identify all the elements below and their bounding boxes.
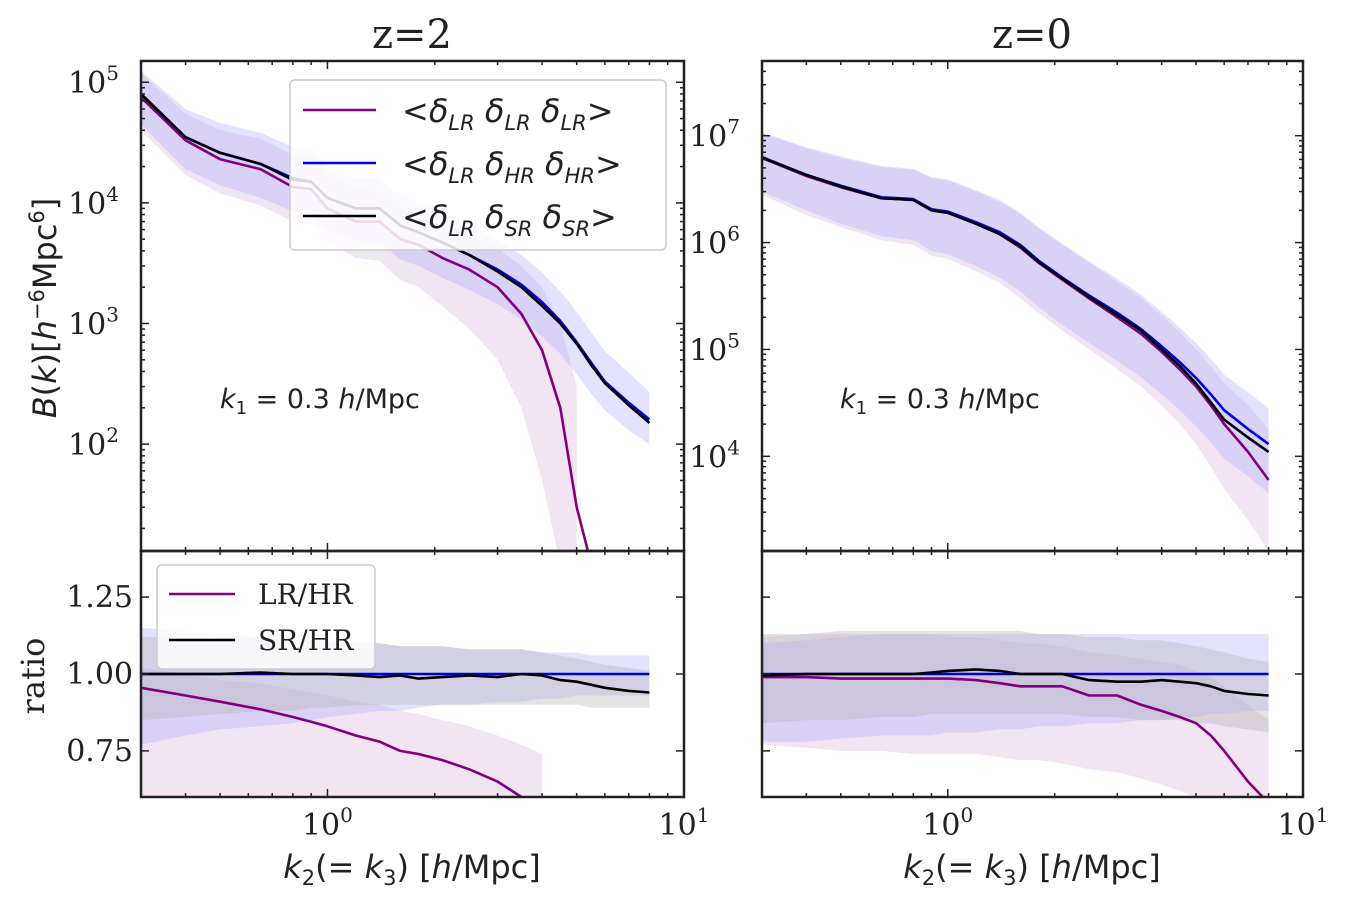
annotation-k1-left: k1 = 0.3 h/Mpc bbox=[220, 384, 420, 419]
y-tick-label: 106 bbox=[689, 222, 740, 262]
x-tick-exponent: 0 bbox=[960, 803, 973, 827]
x-tick-label: 101 bbox=[659, 803, 710, 843]
y-tick-exponent: 7 bbox=[727, 115, 740, 139]
y-tick-exponent: 5 bbox=[727, 328, 740, 352]
legend-label-lr-hr: LR/HR bbox=[258, 578, 354, 611]
band-tl-1 bbox=[141, 70, 650, 445]
ylabel-bottom: ratio bbox=[14, 638, 52, 715]
legend-bottom: LR/HR SR/HR bbox=[156, 564, 376, 670]
y-tick-exponent: 5 bbox=[106, 61, 119, 85]
legend-label-sr-hr: SR/HR bbox=[258, 624, 354, 657]
legend-bottom-box bbox=[156, 564, 376, 670]
y-tick-label: 107 bbox=[689, 115, 740, 155]
y-tick-exponent: 4 bbox=[727, 435, 740, 459]
band-tr-0 bbox=[762, 133, 1269, 551]
y-tick-exponent: 3 bbox=[106, 302, 119, 326]
series-line-tr-2 bbox=[762, 156, 1270, 453]
y-tick-label: 102 bbox=[68, 423, 119, 463]
legend-top-box bbox=[289, 79, 667, 251]
y-tick-label: 1.25 bbox=[66, 580, 133, 615]
y-tick-exponent: 4 bbox=[106, 182, 119, 206]
y-tick-label: 105 bbox=[68, 61, 119, 101]
title-right: z=0 bbox=[992, 12, 1072, 58]
band-br-2 bbox=[762, 631, 1269, 733]
band-br-1 bbox=[762, 634, 1269, 742]
y-tick-exponent: 2 bbox=[106, 423, 119, 447]
xlabel-left: k2(= k3) [h/Mpc] bbox=[283, 848, 540, 890]
y-tick-label: 104 bbox=[689, 435, 740, 475]
y-tick-label: 104 bbox=[68, 182, 119, 222]
ylabel-top: B(k)[h−6Mpc6] bbox=[25, 198, 64, 419]
plot-area bbox=[762, 132, 1270, 551]
series-line-br-0 bbox=[762, 675, 1265, 797]
x-tick-exponent: 1 bbox=[697, 803, 710, 827]
series-line-bl-2 bbox=[141, 671, 650, 694]
x-tick-label: 100 bbox=[302, 803, 353, 843]
panel-top-right: 104 105 106 107 bbox=[689, 59, 1305, 553]
y-tick-label: 105 bbox=[689, 328, 740, 368]
band-tr-1 bbox=[762, 132, 1269, 494]
x-tick-label: 100 bbox=[922, 803, 973, 843]
title-left: z=2 bbox=[372, 12, 452, 58]
y-tick-label: 103 bbox=[68, 302, 119, 342]
x-tick-exponent: 0 bbox=[340, 803, 353, 827]
band-bl-0 bbox=[141, 667, 543, 797]
x-tick-exponent: 1 bbox=[1316, 803, 1329, 827]
plot-area bbox=[762, 631, 1269, 797]
x-tick-label: 101 bbox=[1278, 803, 1329, 843]
xlabel-right: k2(= k3) [h/Mpc] bbox=[903, 848, 1160, 890]
legend-top: <δLR δLR δLR> <δLR δHR δHR> <δLR δSR δSR… bbox=[289, 79, 667, 251]
y-tick-label: 0.75 bbox=[66, 734, 133, 769]
annotation-k1-right: k1 = 0.3 h/Mpc bbox=[840, 384, 1040, 419]
y-tick-label: 1.00 bbox=[66, 657, 133, 692]
y-tick-exponent: 6 bbox=[727, 222, 740, 246]
series-line-br-2 bbox=[762, 668, 1269, 697]
series-line-bl-0 bbox=[141, 686, 524, 797]
panel-bottom-right: 100 101 bbox=[760, 549, 1329, 843]
band-tl-0 bbox=[141, 72, 577, 551]
